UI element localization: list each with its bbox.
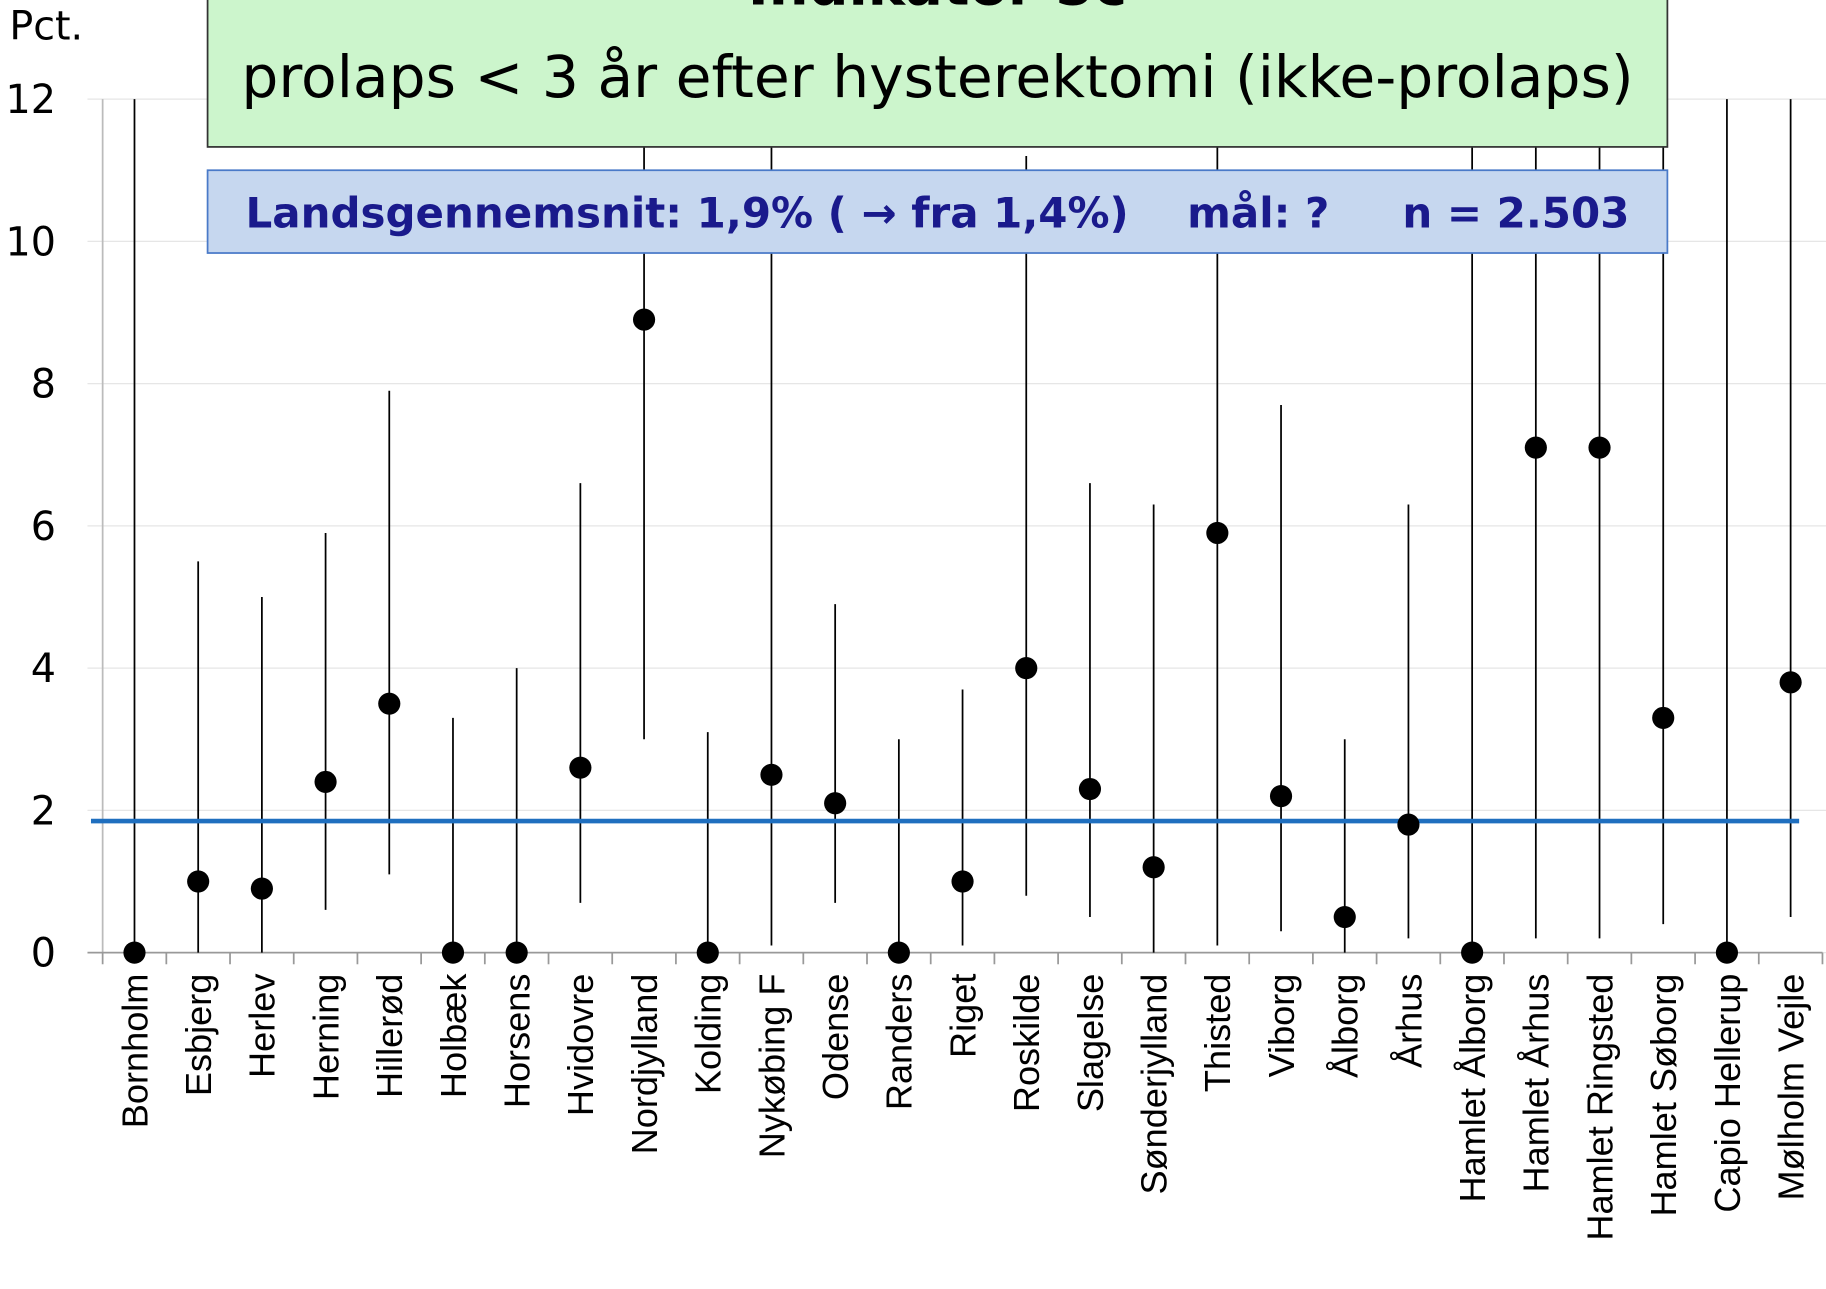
x-tick-label: Hillerød: [369, 974, 410, 1098]
x-tick-label: Hamlet Ålborg: [1452, 974, 1493, 1203]
x-tick-label: Holbæk: [433, 973, 474, 1098]
dot: [187, 870, 210, 893]
dot: [314, 770, 337, 793]
dot: [250, 877, 273, 900]
dot: [1269, 785, 1293, 808]
x-tick-label: Århus: [1388, 974, 1429, 1068]
dot: [1461, 941, 1484, 964]
x-tick-label: Kolding: [688, 974, 729, 1095]
x-tick-label: Ålborg: [1325, 974, 1366, 1078]
x-tick-label: Odense: [815, 974, 856, 1101]
x-tick-label: Herlev: [242, 974, 283, 1078]
dot: [696, 941, 719, 964]
x-tick-label: Hvidovre: [560, 974, 601, 1117]
dot: [1142, 856, 1165, 879]
dot: [951, 870, 974, 893]
dot: [569, 756, 592, 779]
x-tick-label: Horsens: [496, 974, 537, 1109]
y-tick-label: 2: [31, 788, 56, 834]
x-tick-label: Thisted: [1197, 974, 1238, 1092]
annotation: Landsgennemsnit: 1,9% ( → fra 1,4%) mål:…: [246, 188, 1630, 237]
x-tick-label: Roskilde: [1006, 974, 1047, 1113]
dot: [1015, 657, 1038, 680]
y-tick-label: 12: [6, 77, 56, 123]
dot: [1333, 905, 1356, 929]
x-tick-label: Bornholm: [114, 974, 155, 1129]
dot: [1588, 436, 1611, 459]
dot: [632, 308, 656, 331]
y-tick-label: 0: [31, 931, 56, 977]
x-tick-label: Viborg: [1261, 974, 1302, 1078]
title-box: [206, 0, 1669, 148]
dot: [1652, 706, 1675, 729]
x-tick-label: Slagelse: [1070, 974, 1111, 1113]
dot: [441, 941, 465, 964]
y-tick-label: 8: [31, 362, 56, 408]
y-axis-label: Pct.: [9, 4, 83, 50]
chart-title: Indikator 5c: [748, 0, 1127, 19]
x-tick-label: Esbjerg: [178, 974, 219, 1097]
x-tick-label: Randers: [879, 974, 920, 1111]
chart-subtitle: prolaps < 3 år efter hysterektomi (ikke-…: [241, 43, 1633, 111]
dot: [123, 941, 146, 964]
dot: [378, 692, 401, 715]
x-tick-label: Hamlet Århus: [1516, 974, 1557, 1193]
y-tick-label: 4: [31, 646, 56, 692]
y-tick-label: 6: [31, 504, 56, 550]
plot-area: 0 2 4 6 8 10 12 Bornholm Esbjerg Herlev Herning Hil…: [6, 77, 1826, 1241]
dot: [824, 792, 847, 815]
annotation-box: [206, 169, 1669, 254]
dot: [760, 763, 783, 786]
dot: [1397, 813, 1420, 836]
dot: [1715, 941, 1739, 964]
x-tick-label: Sønderjylland: [1133, 974, 1174, 1195]
dot: [887, 941, 910, 964]
x-tick-label: Hamlet Ringsted: [1579, 974, 1620, 1241]
x-tick-label: Riget: [942, 974, 983, 1058]
x-tick-label: Capio Hellerup: [1707, 974, 1748, 1213]
y-tick-label: 10: [6, 219, 56, 265]
x-tick-label: Hamlet Søborg: [1643, 974, 1684, 1217]
dot: [1078, 777, 1102, 801]
x-tick-label: Herning: [305, 974, 346, 1101]
dot: [505, 941, 528, 964]
x-tick-label: Nykøbing F: [751, 974, 792, 1159]
x-tick-label: Nordjylland: [624, 974, 665, 1155]
dot: [1524, 436, 1547, 459]
dot: [1779, 671, 1802, 694]
x-tick-label: Mølholm Vejle: [1770, 974, 1811, 1201]
dot: [1206, 521, 1229, 545]
